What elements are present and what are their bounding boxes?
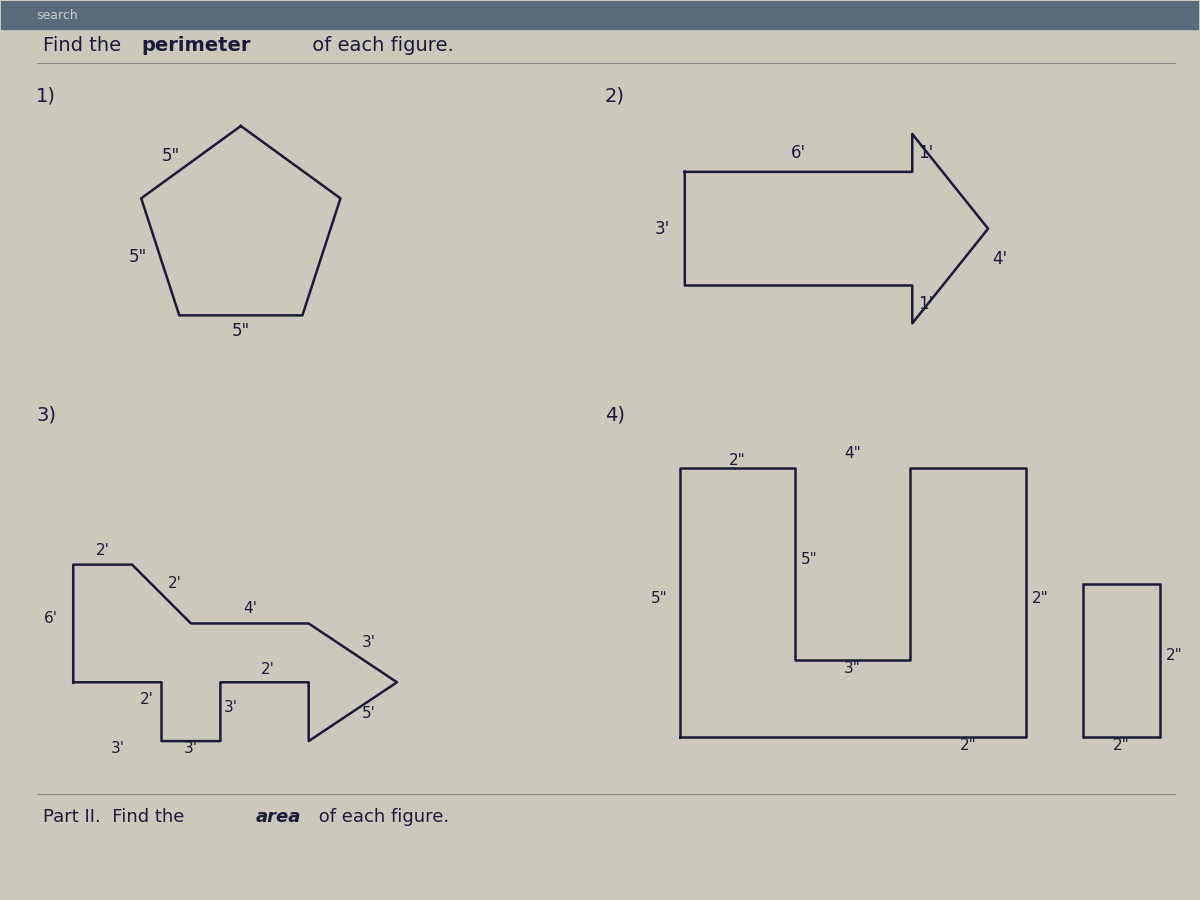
- Text: 3': 3': [223, 699, 238, 715]
- Text: 4': 4': [242, 601, 257, 617]
- Text: area: area: [256, 808, 301, 826]
- Text: 2": 2": [1166, 648, 1183, 663]
- Text: 2": 2": [1114, 738, 1130, 753]
- Text: 1': 1': [918, 295, 934, 313]
- Text: 2": 2": [960, 738, 977, 753]
- Text: 4': 4': [992, 250, 1007, 268]
- Text: 2': 2': [260, 662, 275, 678]
- Bar: [1, 2, 1199, 30]
- Text: of each figure.: of each figure.: [306, 36, 454, 55]
- Text: 2': 2': [140, 692, 154, 706]
- Text: 5": 5": [652, 590, 668, 606]
- Text: 2): 2): [605, 86, 625, 105]
- Text: 1): 1): [36, 86, 56, 105]
- Text: 5": 5": [162, 148, 180, 166]
- Text: 4": 4": [845, 446, 862, 462]
- Text: search: search: [36, 9, 78, 22]
- Text: of each figure.: of each figure.: [313, 808, 449, 826]
- Text: 3': 3': [654, 220, 670, 238]
- Text: Find the: Find the: [43, 36, 127, 55]
- Text: 2': 2': [168, 576, 181, 591]
- Text: 6': 6': [791, 144, 806, 162]
- Text: perimeter: perimeter: [142, 36, 251, 55]
- Text: 3': 3': [110, 741, 125, 756]
- Text: 2": 2": [1032, 590, 1049, 606]
- Text: Part II.  Find the: Part II. Find the: [43, 808, 191, 826]
- Text: 3): 3): [36, 406, 56, 425]
- Text: 3": 3": [845, 662, 862, 676]
- Text: 1': 1': [918, 144, 934, 162]
- Text: 5': 5': [361, 706, 376, 721]
- Text: 5": 5": [232, 322, 250, 340]
- Bar: [1084, 583, 1160, 737]
- Text: 5": 5": [130, 248, 148, 266]
- Text: 3': 3': [361, 635, 376, 650]
- Text: 2": 2": [730, 454, 746, 468]
- Text: 4): 4): [605, 406, 625, 425]
- Text: 3': 3': [184, 741, 198, 756]
- Text: 5": 5": [802, 553, 817, 567]
- Text: 6': 6': [44, 611, 59, 626]
- Text: 2': 2': [96, 543, 109, 558]
